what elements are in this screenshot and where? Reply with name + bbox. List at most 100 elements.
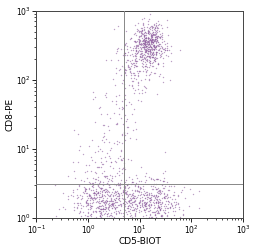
Point [160, 190, 164, 194]
Point [125, 183, 130, 187]
Point [149, 34, 153, 38]
Point [154, 35, 158, 39]
Point [142, 41, 146, 45]
Point [151, 28, 155, 32]
Point [123, 199, 127, 203]
Point [115, 200, 120, 204]
Point [131, 195, 135, 199]
Point [116, 191, 120, 195]
Point [129, 102, 133, 106]
Point [142, 37, 146, 41]
Point [151, 210, 155, 214]
Point [129, 197, 133, 201]
Point [117, 106, 121, 110]
Point [113, 206, 117, 210]
Point [89, 212, 93, 216]
Point [110, 206, 114, 210]
Point [156, 43, 160, 47]
Point [158, 178, 162, 182]
Point [147, 215, 151, 219]
Point [157, 205, 162, 209]
Point [148, 49, 152, 53]
Point [149, 33, 153, 37]
Point [144, 36, 148, 40]
Point [117, 211, 121, 215]
Point [148, 198, 153, 202]
Point [143, 30, 147, 34]
Point [121, 183, 125, 187]
Point [124, 200, 128, 204]
Point [123, 70, 127, 74]
Point [153, 39, 157, 43]
Point [150, 61, 154, 65]
Point [132, 60, 136, 65]
Point [158, 35, 162, 39]
Point [101, 162, 105, 166]
Point [135, 206, 139, 210]
Point [105, 182, 110, 186]
Point [116, 191, 120, 195]
Point [101, 188, 105, 192]
Point [158, 208, 163, 212]
Point [142, 57, 146, 61]
Point [134, 48, 138, 52]
Point [136, 193, 140, 197]
Point [130, 84, 134, 88]
Point [103, 90, 108, 94]
Point [148, 212, 152, 216]
Point [150, 35, 154, 39]
Point [161, 64, 165, 68]
Point [147, 196, 151, 200]
Point [150, 198, 154, 202]
Point [134, 69, 138, 73]
Point [150, 37, 154, 41]
Point [148, 53, 153, 57]
Point [122, 203, 126, 207]
Point [93, 189, 98, 193]
Point [152, 47, 156, 51]
Point [125, 201, 129, 205]
Point [85, 214, 89, 218]
Point [160, 45, 164, 49]
Point [136, 43, 140, 47]
Point [152, 51, 156, 55]
Point [128, 69, 132, 73]
Point [75, 205, 79, 209]
Point [170, 203, 174, 207]
Point [101, 135, 105, 139]
Point [124, 60, 128, 64]
Point [123, 53, 127, 57]
Point [103, 175, 107, 179]
Point [137, 90, 142, 94]
Point [132, 194, 136, 198]
Point [104, 209, 108, 213]
Point [88, 198, 92, 202]
Point [157, 208, 162, 212]
Point [151, 40, 155, 44]
Point [100, 203, 104, 207]
Point [129, 194, 133, 198]
Point [142, 207, 146, 211]
Point [111, 202, 115, 206]
Point [115, 205, 119, 209]
Point [126, 175, 131, 179]
Point [150, 52, 154, 56]
Point [130, 200, 134, 204]
Point [133, 207, 137, 211]
Point [134, 46, 138, 50]
Point [79, 203, 83, 207]
Point [113, 200, 118, 204]
Point [116, 203, 120, 207]
Point [138, 55, 142, 59]
Point [169, 202, 173, 206]
Point [167, 48, 171, 52]
Point [99, 160, 103, 164]
Point [105, 214, 109, 218]
Point [163, 42, 167, 46]
Point [159, 183, 164, 187]
Point [143, 42, 147, 46]
Point [142, 34, 146, 38]
Point [157, 22, 161, 26]
Point [104, 187, 108, 191]
Point [131, 48, 135, 52]
